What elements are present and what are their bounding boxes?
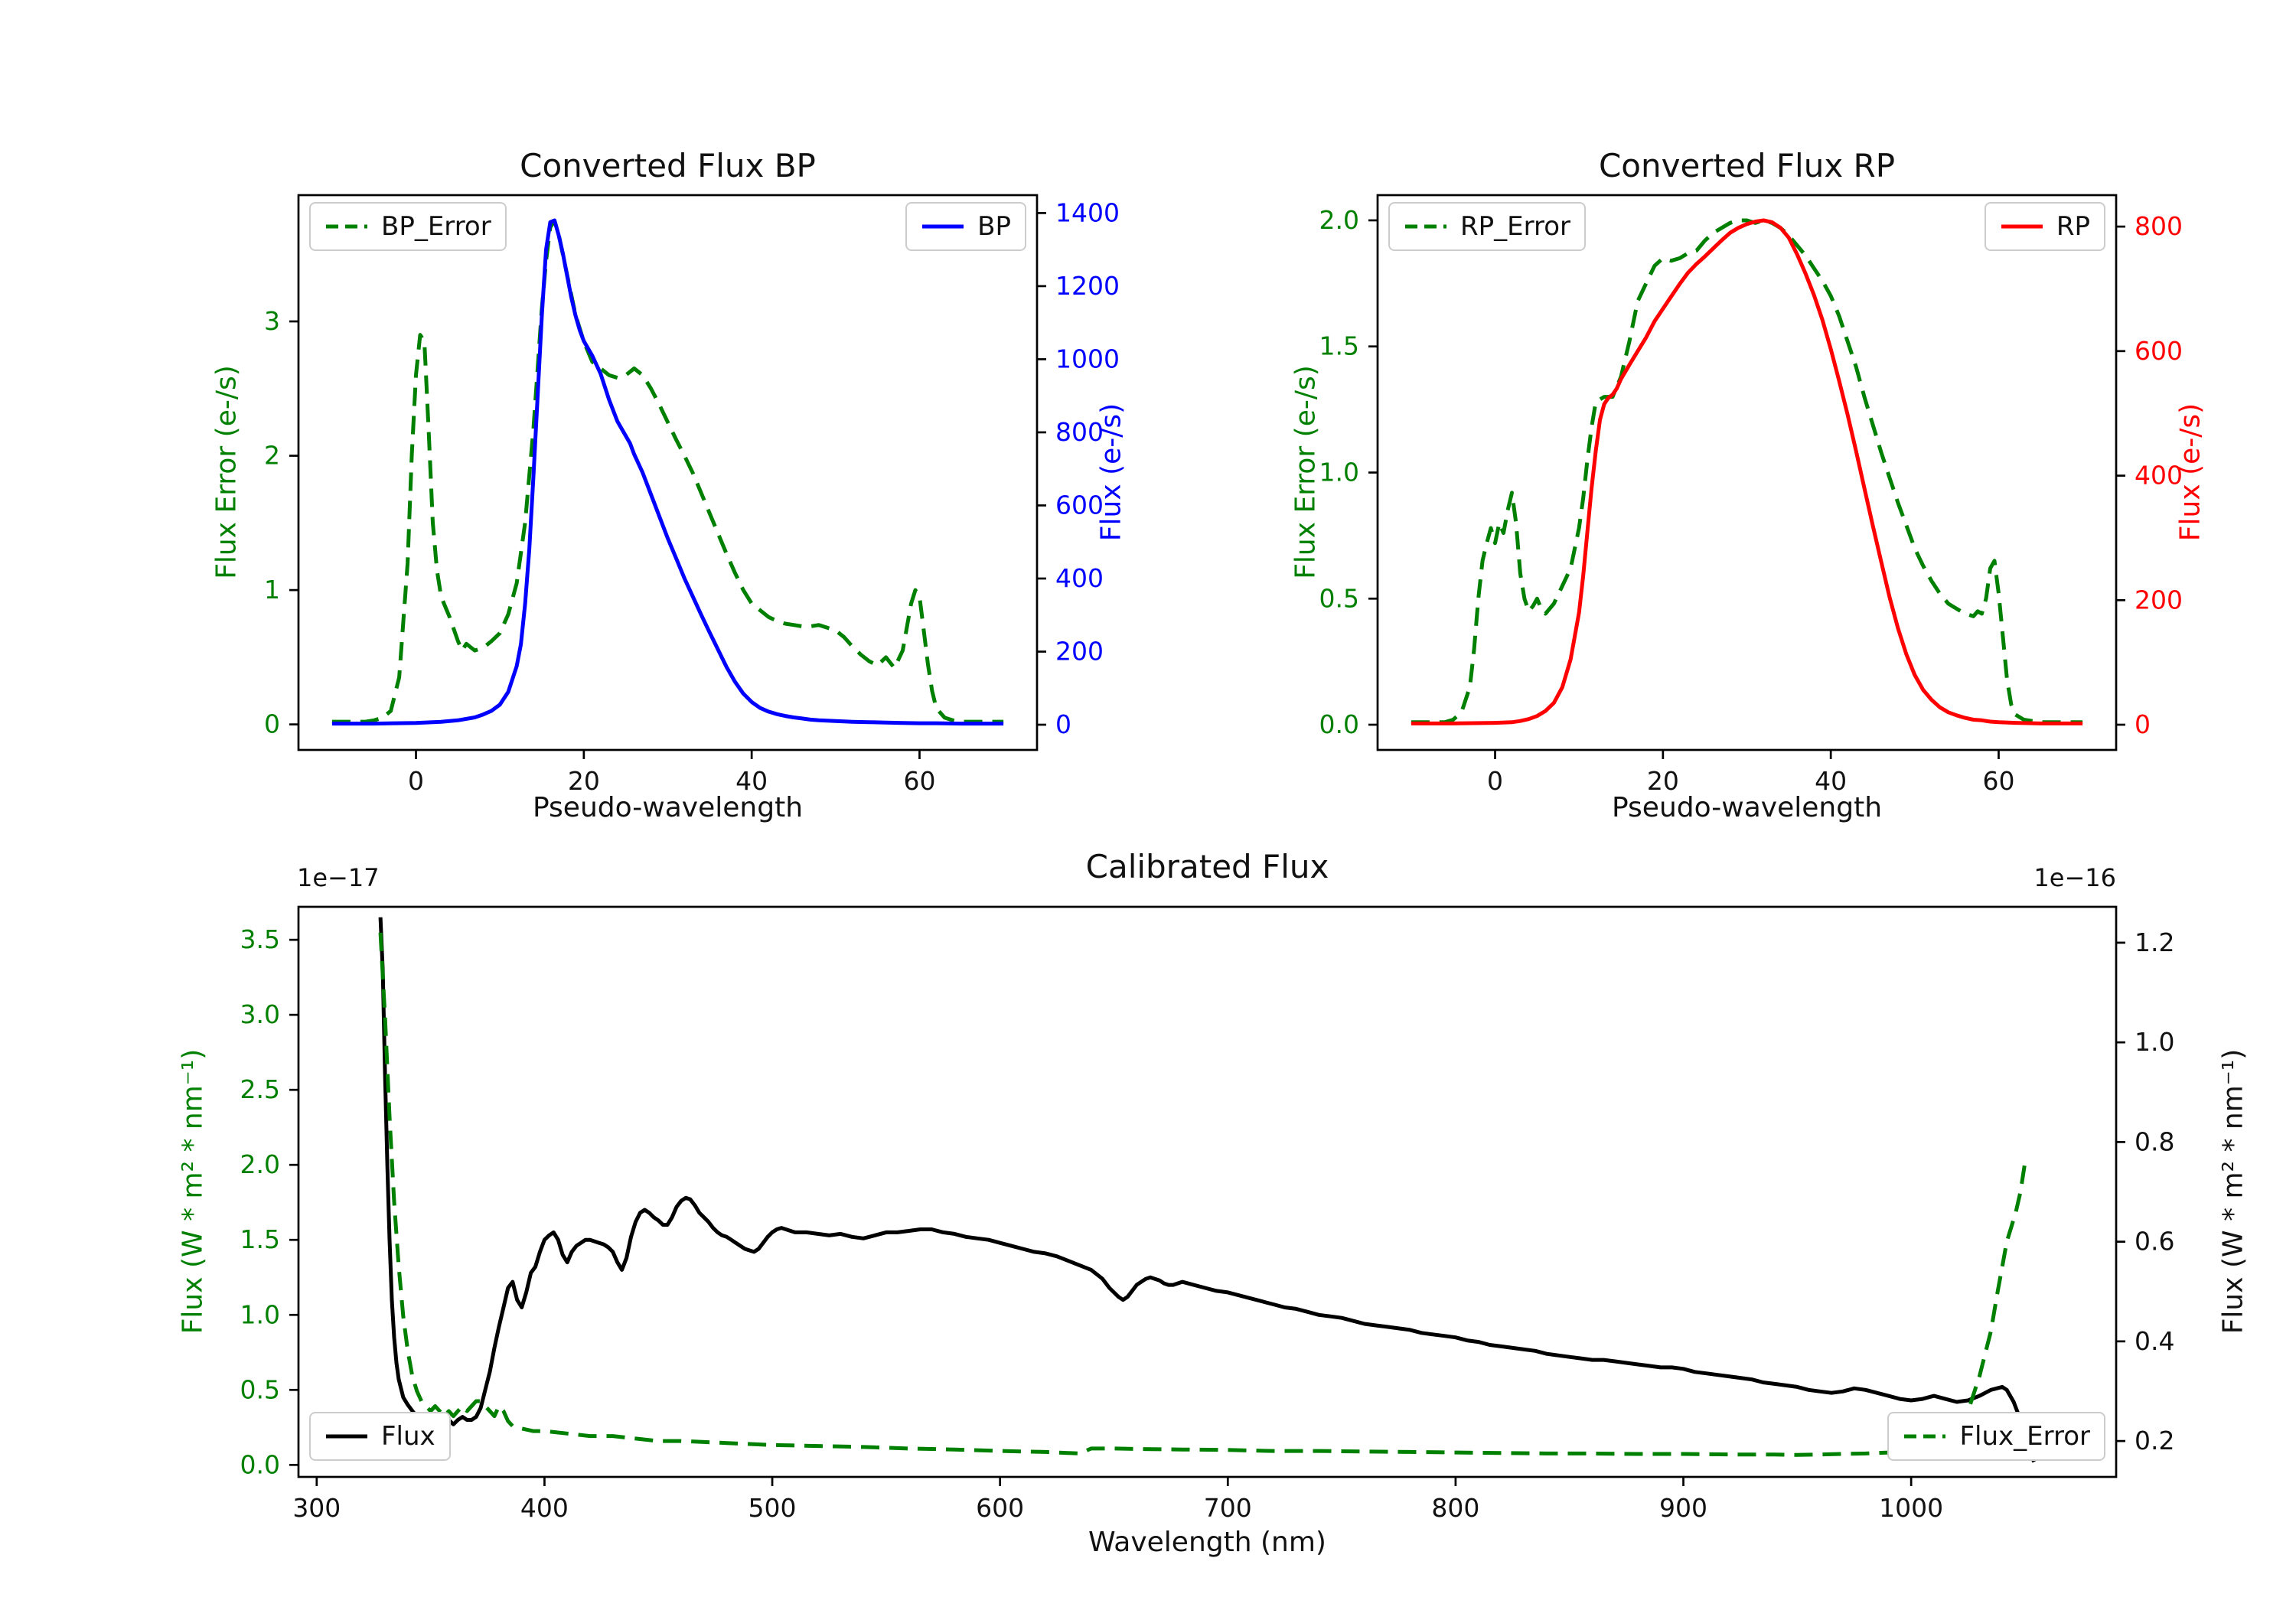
svg-text:600: 600 [2135,336,2183,366]
legend-flux: Flux [309,1412,451,1461]
calibrated-left-axis-label: Flux (W * m² * nm⁻¹) [177,1048,209,1335]
svg-text:200: 200 [2135,585,2183,614]
svg-text:1: 1 [264,575,280,605]
svg-text:40: 40 [735,766,768,796]
svg-text:0: 0 [2135,709,2151,739]
svg-text:800: 800 [1431,1493,1479,1523]
svg-text:1.5: 1.5 [240,1224,280,1254]
rp-legend-line-icon [2001,224,2043,229]
svg-text:40: 40 [1815,766,1847,796]
svg-text:0: 0 [1487,766,1503,796]
bp-error-legend-line-icon [326,224,367,229]
svg-text:400: 400 [2135,461,2183,491]
svg-text:700: 700 [1204,1493,1252,1523]
legend-rp: RP [1984,202,2105,251]
svg-text:500: 500 [748,1493,797,1523]
svg-text:300: 300 [292,1493,341,1523]
svg-text:0.0: 0.0 [1319,709,1359,739]
svg-text:400: 400 [1055,563,1104,593]
rp-left-axis-label: Flux Error (e-/s) [1290,365,1322,579]
svg-text:20: 20 [1647,766,1679,796]
svg-text:800: 800 [1055,417,1104,447]
legend-rp-error: RP_Error [1388,202,1587,251]
calibrated-right-axis-label: Flux (W * m² * nm⁻¹) [2217,1048,2249,1335]
svg-text:600: 600 [976,1493,1024,1523]
svg-text:3.5: 3.5 [240,924,280,954]
svg-text:1400: 1400 [1055,197,1120,227]
svg-text:900: 900 [1659,1493,1707,1523]
svg-text:1000: 1000 [1879,1493,1943,1523]
svg-text:0.0: 0.0 [240,1449,280,1479]
svg-text:2.0: 2.0 [240,1149,280,1179]
calibrated-plot: 300 400 500 600 700 800 900 1000 0.0 0.5 1.0 1.5 2.0… [240,905,2174,1523]
legend-bp: BP [905,202,1026,251]
legend-label-rp: RP [2056,211,2090,242]
svg-text:1.0: 1.0 [2135,1027,2174,1057]
svg-text:1000: 1000 [1055,344,1120,373]
svg-text:600: 600 [1055,490,1104,520]
svg-text:0.8: 0.8 [2135,1126,2174,1156]
svg-text:200: 200 [1055,637,1104,667]
svg-text:0.4: 0.4 [2135,1326,2174,1356]
svg-text:1.0: 1.0 [240,1299,280,1329]
svg-text:3.0: 3.0 [240,999,280,1029]
svg-text:2.5: 2.5 [240,1074,280,1104]
right-axis-offset-text: 1e−16 [2033,863,2116,892]
svg-text:1.2: 1.2 [2135,927,2174,957]
svg-text:1.5: 1.5 [1319,331,1359,361]
bp-left-axis-label: Flux Error (e-/s) [210,365,243,579]
svg-text:400: 400 [520,1493,569,1523]
calibrated-chart-title: Calibrated Flux [1085,848,1329,885]
svg-text:60: 60 [903,766,935,796]
bp-xaxis-label: Pseudo-wavelength [532,792,804,823]
legend-label-flux-error: Flux_Error [1959,1421,2090,1452]
svg-text:1200: 1200 [1055,271,1120,301]
svg-text:800: 800 [2135,211,2183,241]
legend-bp-error: BP_Error [309,202,507,251]
svg-text:0.5: 0.5 [1319,583,1359,613]
legend-label-bp: BP [977,211,1011,242]
svg-text:0: 0 [408,766,424,796]
svg-text:2: 2 [264,441,280,471]
svg-text:20: 20 [568,766,600,796]
legend-label-bp-error: BP_Error [381,211,491,242]
svg-text:0.2: 0.2 [2135,1426,2174,1455]
svg-text:0: 0 [1055,709,1071,739]
legend-flux-error: Flux_Error [1887,1412,2105,1461]
svg-text:2.0: 2.0 [1319,205,1359,235]
bp-chart-title: Converted Flux BP [520,147,816,184]
legend-label-flux: Flux [381,1421,435,1452]
bp-legend-line-icon [922,224,964,229]
rp-xaxis-label: Pseudo-wavelength [1611,792,1883,823]
svg-text:1.0: 1.0 [1319,458,1359,487]
flux-error-legend-line-icon [1904,1434,1946,1439]
svg-text:0.5: 0.5 [240,1374,280,1404]
left-axis-offset-text: 1e−17 [297,863,380,892]
svg-text:0.6: 0.6 [2135,1227,2174,1257]
rp-error-legend-line-icon [1405,224,1446,229]
rp-plot: 0 20 40 60 0.0 0.5 1.0 1.5 2.0 0 200 400 600 800 [1319,194,2183,796]
bp-right-axis-label: Flux (e-/s) [1095,403,1127,542]
rp-chart-title: Converted Flux RP [1598,147,1896,184]
svg-text:0: 0 [264,709,280,739]
svg-text:3: 3 [264,306,280,336]
calibrated-xaxis-label: Wavelength (nm) [1088,1527,1326,1558]
flux-legend-line-icon [326,1434,367,1439]
rp-right-axis-label: Flux (e-/s) [2174,403,2206,542]
svg-text:60: 60 [1982,766,2014,796]
legend-label-rp-error: RP_Error [1460,211,1571,242]
